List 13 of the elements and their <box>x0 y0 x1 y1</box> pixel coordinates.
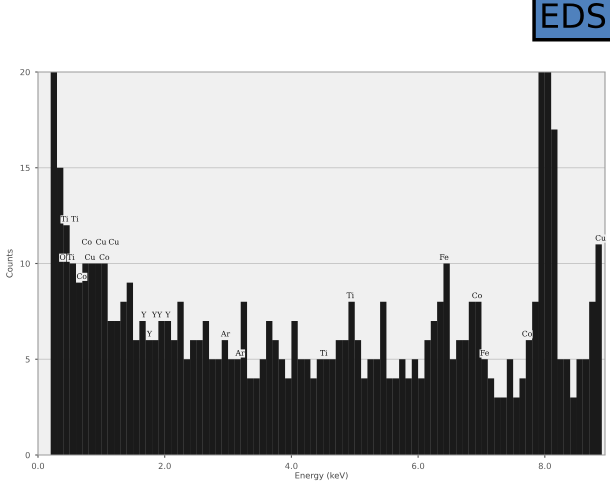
y-tick-label: 0 <box>26 452 30 458</box>
x-tick-label: 0.0 <box>32 462 44 470</box>
y-tick-label: 20 <box>20 68 30 76</box>
y-tick-label: 5 <box>26 356 30 363</box>
x-axis-title: Energy (keV) <box>295 472 348 480</box>
x-tick-label: 2.0 <box>158 462 171 470</box>
x-tick-label: 6.0 <box>412 462 424 470</box>
x-tick-label: 8.0 <box>538 462 551 470</box>
y-axis-title: Counts <box>6 249 13 278</box>
x-tick-label: 4.0 <box>285 462 298 470</box>
y-tick-label: 15 <box>20 164 30 172</box>
text: EDS <box>542 3 606 28</box>
y-tick-label: 10 <box>20 260 30 267</box>
